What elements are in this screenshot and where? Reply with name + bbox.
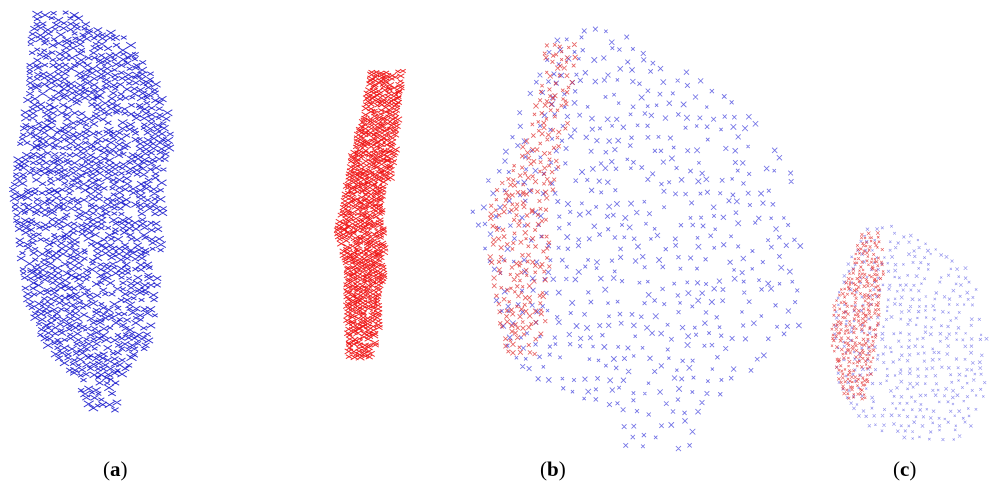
registered-small-blue-markers [833, 224, 989, 442]
panel-b-registered-point-cloud [470, 26, 804, 452]
panel-label-a: (a) [103, 457, 128, 481]
panel-label-b: (b) [540, 457, 566, 481]
panel-a-blue-point-cloud [8, 10, 175, 413]
registered-small-red-markers [830, 230, 885, 401]
panel-label-c: (c) [893, 457, 917, 481]
registered-red-markers [487, 42, 578, 357]
blue-cloud-markers [8, 10, 175, 413]
registered-blue-markers [470, 26, 804, 452]
red-cloud-markers [333, 68, 406, 361]
panel-a-red-point-cloud [333, 68, 406, 361]
panel-c-registered-point-cloud [830, 224, 989, 442]
